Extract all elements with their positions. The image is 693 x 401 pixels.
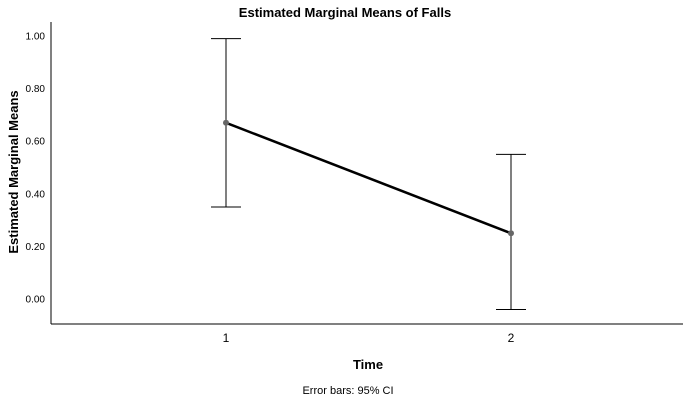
y-tick-label: 0.20 <box>26 242 46 253</box>
data-point <box>223 119 229 126</box>
error-bars <box>211 38 526 311</box>
series-line <box>225 121 512 235</box>
chart-title: Estimated Marginal Means of Falls <box>239 5 451 20</box>
y-axis-ticks: 0.00 0.20 0.40 0.60 0.80 1.00 <box>26 32 46 306</box>
series-markers <box>223 119 514 237</box>
data-point <box>508 230 514 237</box>
y-tick-label: 0.00 <box>26 295 46 306</box>
x-tick-label: 2 <box>508 331 515 345</box>
x-axis-label: Time <box>353 357 383 372</box>
y-tick-label: 0.40 <box>26 189 46 200</box>
y-tick-label: 1.00 <box>26 32 46 43</box>
y-axis-label: Estimated Marginal Means <box>6 90 21 253</box>
y-tick-label: 0.60 <box>26 137 46 148</box>
series-lines <box>225 121 512 235</box>
error-bars-footnote: Error bars: 95% CI <box>302 385 393 397</box>
y-tick-label: 0.80 <box>26 84 46 95</box>
x-tick-label: 1 <box>223 331 230 345</box>
